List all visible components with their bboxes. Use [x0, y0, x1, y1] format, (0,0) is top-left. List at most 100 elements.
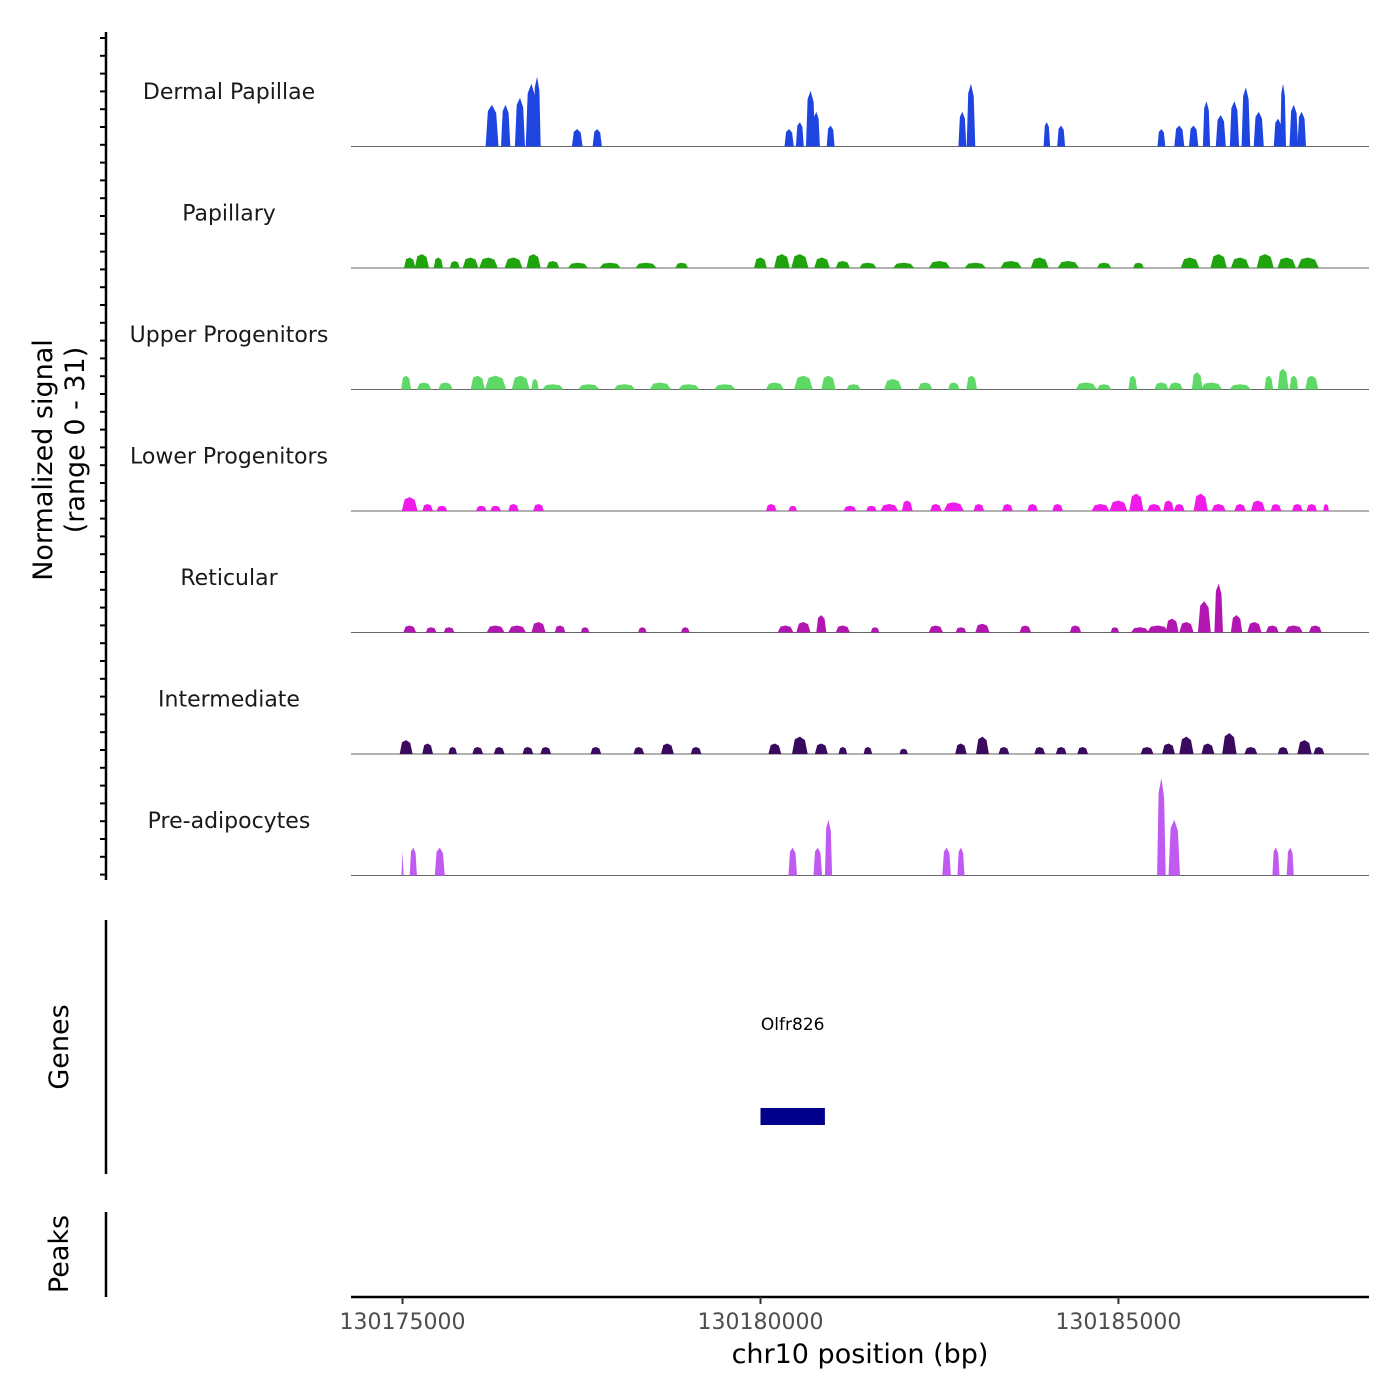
signal-peak: [1289, 104, 1299, 147]
signal-peak: [401, 375, 412, 390]
signal-peak: [957, 847, 965, 876]
signal-peak: [1308, 625, 1322, 633]
signal-peak: [462, 257, 479, 268]
signal-peak: [859, 262, 877, 268]
signal-peak: [475, 505, 487, 511]
signal-peak: [821, 375, 836, 390]
signal-peak: [1191, 372, 1203, 390]
signal-peak: [1168, 382, 1183, 390]
signal-peak: [964, 262, 986, 268]
signal-peak: [1147, 504, 1162, 511]
signal-peak: [448, 747, 457, 754]
signal-peak: [533, 504, 544, 511]
signal-peak: [690, 747, 702, 754]
signal-peak: [1163, 500, 1174, 511]
signal-peak: [870, 627, 880, 633]
signal-peak: [1264, 375, 1274, 390]
signal-peak: [1002, 504, 1013, 511]
track-label: Papillary: [182, 202, 276, 227]
signal-peak: [806, 90, 816, 147]
signal-peak: [1280, 83, 1286, 147]
x-tick-label: 130175000: [340, 1310, 466, 1335]
signal-peak: [1019, 625, 1032, 633]
signal-peak: [966, 375, 977, 390]
signal-peak: [508, 504, 519, 511]
signal-peak: [795, 122, 804, 147]
signal-peak: [1292, 504, 1303, 511]
signal-peak: [1180, 257, 1200, 268]
signal-peak: [531, 379, 539, 390]
signal-peak: [1277, 257, 1296, 268]
signal-peak: [1201, 743, 1215, 754]
signal-peak: [434, 847, 445, 876]
signal-peak: [443, 627, 455, 633]
signal-peak: [635, 262, 657, 268]
signal-peak: [486, 625, 505, 633]
signal-peak: [1214, 583, 1223, 633]
signal-peak: [1277, 747, 1289, 754]
signal-peak: [966, 83, 976, 147]
signal-peak: [571, 129, 583, 147]
signal-peak: [796, 622, 811, 633]
signal-peak: [1057, 261, 1080, 268]
signal-peak: [493, 747, 505, 754]
signal-peak: [1297, 257, 1319, 268]
signal-peak: [1168, 819, 1180, 876]
signal-peak: [638, 627, 647, 633]
signal-peak: [1069, 625, 1082, 633]
x-axis-title: chr10 position (bp): [732, 1339, 989, 1370]
signal-peak: [816, 615, 827, 633]
signal-peak: [436, 505, 448, 511]
signal-peak: [1157, 778, 1166, 876]
signal-peak: [1229, 384, 1251, 390]
track-dermal-papillae: Dermal Papillae: [143, 76, 1369, 147]
signal-peak: [546, 261, 560, 268]
signal-peak: [1189, 125, 1199, 147]
signal-peak: [838, 747, 848, 754]
genes-panel-title: Genes: [44, 1004, 75, 1089]
signal-peak: [1097, 384, 1112, 390]
signal-peak: [438, 382, 453, 390]
signal-peak: [514, 97, 525, 147]
signal-peak: [504, 257, 523, 268]
track-upper-progenitors: Upper Progenitors: [130, 323, 1369, 390]
track-pre-adipocytes: Pre-adipocytes: [148, 778, 1369, 876]
signal-peak: [1272, 847, 1280, 876]
signal-peak: [943, 502, 964, 511]
signal-peak: [633, 747, 645, 754]
signal-peak: [835, 625, 850, 633]
signal-peak: [794, 375, 813, 390]
signal-peak: [824, 819, 833, 876]
peaks-panel-title: Peaks: [44, 1215, 75, 1293]
track-intermediate: Intermediate: [158, 688, 1369, 755]
signal-peak: [1297, 111, 1306, 147]
signal-peak: [1250, 500, 1266, 511]
signal-peak: [1229, 101, 1240, 147]
signal-peak: [892, 262, 915, 268]
track-label: Reticular: [180, 566, 278, 591]
signal-peak: [661, 743, 674, 754]
track-label: Upper Progenitors: [130, 323, 329, 348]
signal-peak: [533, 76, 541, 147]
y-axis-title-line2: (range 0 - 31): [60, 347, 91, 534]
signal-peak: [479, 257, 498, 268]
signal-peak: [901, 500, 913, 511]
signal-peak: [1129, 493, 1144, 511]
signal-peak: [401, 847, 404, 876]
signal-peak: [955, 627, 967, 633]
signal-peak: [1273, 118, 1283, 147]
signal-peak: [774, 254, 790, 268]
signal-peak: [567, 262, 588, 268]
track-lower-progenitors: Lower Progenitors: [130, 445, 1369, 512]
signal-peak: [1230, 615, 1243, 633]
gene-body: [760, 1108, 825, 1125]
signal-peak: [948, 382, 960, 390]
signal-peak: [1305, 375, 1319, 390]
signal-peak: [1027, 504, 1038, 511]
signal-peak: [422, 743, 433, 754]
signal-peak: [592, 129, 602, 147]
signal-peak: [754, 257, 767, 268]
signal-peak: [511, 375, 530, 390]
signal-peak: [1277, 368, 1289, 390]
signal-peak: [1043, 122, 1051, 147]
